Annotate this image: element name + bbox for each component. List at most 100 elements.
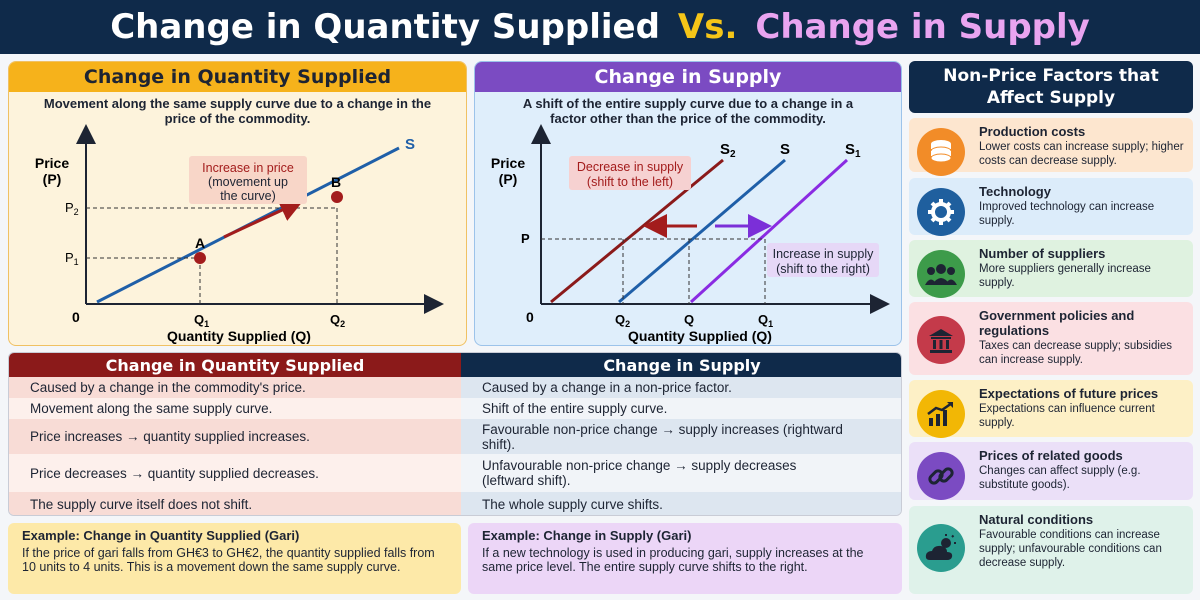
table-header-change-in-supply: Change in Supply <box>461 353 901 377</box>
example-change-in-supply: Example: Change in Supply (Gari) If a ne… <box>468 523 902 594</box>
callout-line-1: Increase in price <box>202 161 294 175</box>
factor-title: Production costs <box>979 124 1086 139</box>
s-label: S <box>780 141 790 158</box>
callout-line-3: the curve) <box>220 189 276 203</box>
factor-expectations: Expectations of future prices Expectatio… <box>909 380 1193 438</box>
price-label: P <box>521 231 530 246</box>
factor-title: Expectations of future prices <box>979 386 1159 401</box>
point-a <box>194 252 206 264</box>
comparison-table: Change in Quantity Supplied Change in Su… <box>8 352 902 516</box>
increase-supply-callout <box>767 243 879 277</box>
factor-government-policies: Government policies and regulations Taxe… <box>909 302 1193 375</box>
movement-arrow <box>223 199 304 239</box>
change-in-supply-heading: Change in Supply <box>475 62 901 92</box>
p1-label: P1 <box>65 250 79 267</box>
table-cell-left: Movement along the same supply curve. <box>9 398 461 419</box>
change-in-supply-description: A shift of the entire supply curve due t… <box>522 96 854 126</box>
s2-label: S2 <box>720 141 736 160</box>
table-cell-right: Shift of the entire supply curve. <box>461 398 901 419</box>
chain-link-icon <box>917 452 965 500</box>
quantity-supplied-heading: Change in Quantity Supplied <box>9 62 466 92</box>
factor-description: More suppliers generally increase supply… <box>979 263 1151 289</box>
factor-number-of-suppliers: Number of suppliers More suppliers gener… <box>909 240 1193 298</box>
factor-title: Technology <box>979 184 1051 199</box>
weather-icon <box>917 524 965 572</box>
title-part-2: Change in Supply <box>755 7 1090 47</box>
q2-label: Q2 <box>330 312 345 329</box>
q1-label: Q1 <box>758 312 773 329</box>
table-cell-right: Unfavourable non-price change → supply d… <box>461 454 901 492</box>
factor-description: Changes can affect supply (e.g. substitu… <box>979 465 1141 491</box>
gear-icon <box>917 188 965 236</box>
curve-label-s: S <box>405 136 415 153</box>
quantity-supplied-panel: Change in Quantity Supplied Movement alo… <box>8 61 467 346</box>
title-part-1: Change in Quantity Supplied <box>110 7 660 47</box>
factor-title: Number of suppliers <box>979 246 1106 261</box>
increase-line-1: Increase in supply <box>773 247 875 261</box>
title-vs: Vs. <box>677 7 738 47</box>
decrease-line-2: (shift to the left) <box>587 175 673 189</box>
factor-technology: Technology Improved technology can incre… <box>909 178 1193 236</box>
y-axis-label-1: Price <box>35 155 69 171</box>
table-cell-left: Price decreases → quantity supplied decr… <box>9 454 461 492</box>
factor-natural-conditions: Natural conditions Favourable conditions… <box>909 506 1193 594</box>
table-cell-left: Price increases → quantity supplied incr… <box>9 419 461 454</box>
table-cell-right: Favourable non-price change → supply inc… <box>461 419 901 454</box>
government-building-icon <box>917 316 965 364</box>
q-label: Q <box>684 312 694 327</box>
origin-label: 0 <box>526 309 534 325</box>
factor-title: Prices of related goods <box>979 448 1123 463</box>
factor-description: Improved technology can increase supply. <box>979 201 1155 227</box>
supply-curve-s <box>618 158 786 304</box>
example-body: If a new technology is used in producing… <box>482 546 864 574</box>
x-axis-label: Quantity Supplied (Q) <box>167 328 311 344</box>
people-icon <box>917 250 965 298</box>
point-b <box>331 191 343 203</box>
factors-heading-line-2: Affect Supply <box>986 88 1116 108</box>
y-axis-label-2: (P) <box>43 171 62 187</box>
s1-label: S1 <box>845 141 861 160</box>
table-cell-right: The whole supply curve shifts. <box>461 492 901 515</box>
example-quantity-supplied: Example: Change in Quantity Supplied (Ga… <box>8 523 461 594</box>
p2-label: P2 <box>65 200 79 217</box>
table-cell-left: Caused by a change in the commodity's pr… <box>9 377 461 398</box>
supply-curve-s1 <box>689 158 849 304</box>
factor-title: Government policies and regulations <box>979 308 1135 338</box>
factor-description: Favourable conditions can increase suppl… <box>979 529 1162 569</box>
point-b-label: B <box>331 174 341 190</box>
factor-title: Natural conditions <box>979 512 1094 527</box>
decrease-line-1: Decrease in supply <box>577 160 684 174</box>
decrease-supply-callout <box>569 156 691 190</box>
factors-heading-line-1: Non-Price Factors that <box>943 66 1159 86</box>
origin-label: 0 <box>72 309 80 325</box>
quantity-supplied-description: Movement along the same supply curve due… <box>43 96 432 126</box>
change-in-supply-graph: Decrease in supply (shift to the left) I… <box>491 124 890 344</box>
factor-production-costs: Production costs Lower costs can increas… <box>909 118 1193 176</box>
table-cell-right: Caused by a change in a non-price factor… <box>461 377 901 398</box>
factor-description: Expectations can influence current suppl… <box>979 403 1155 429</box>
page-title: Change in Quantity Supplied Vs. Change i… <box>0 0 1200 54</box>
example-body: If the price of gari falls from GH€3 to … <box>22 546 435 574</box>
supply-curve-s2 <box>550 158 724 304</box>
callout-line-2: (movement up <box>208 175 288 189</box>
factor-description: Lower costs can increase supply; higher … <box>979 141 1184 167</box>
example-title: Example: Change in Quantity Supplied (Ga… <box>22 528 300 543</box>
change-in-supply-panel: Change in Supply A shift of the entire s… <box>474 61 902 346</box>
factor-related-goods: Prices of related goods Changes can affe… <box>909 442 1193 500</box>
example-title: Example: Change in Supply (Gari) <box>482 528 692 543</box>
x-axis-label: Quantity Supplied (Q) <box>628 328 772 344</box>
q1-label: Q1 <box>194 312 209 329</box>
q2-label: Q2 <box>615 312 630 329</box>
coins-icon <box>917 128 965 176</box>
y-axis-label-2: (P) <box>499 171 518 187</box>
point-a-label: A <box>195 235 205 251</box>
rising-chart-icon <box>917 390 965 438</box>
table-header-quantity-supplied: Change in Quantity Supplied <box>9 353 461 377</box>
table-cell-left: The supply curve itself does not shift. <box>9 492 461 515</box>
factors-heading: Non-Price Factors that Affect Supply <box>909 61 1193 113</box>
factor-description: Taxes can decrease supply; subsidies can… <box>979 340 1173 366</box>
increase-price-callout <box>189 156 307 204</box>
y-axis-label-1: Price <box>491 155 525 171</box>
increase-line-2: (shift to the right) <box>776 262 870 276</box>
quantity-supplied-graph: Increase in price (movement up the curve… <box>35 124 444 344</box>
